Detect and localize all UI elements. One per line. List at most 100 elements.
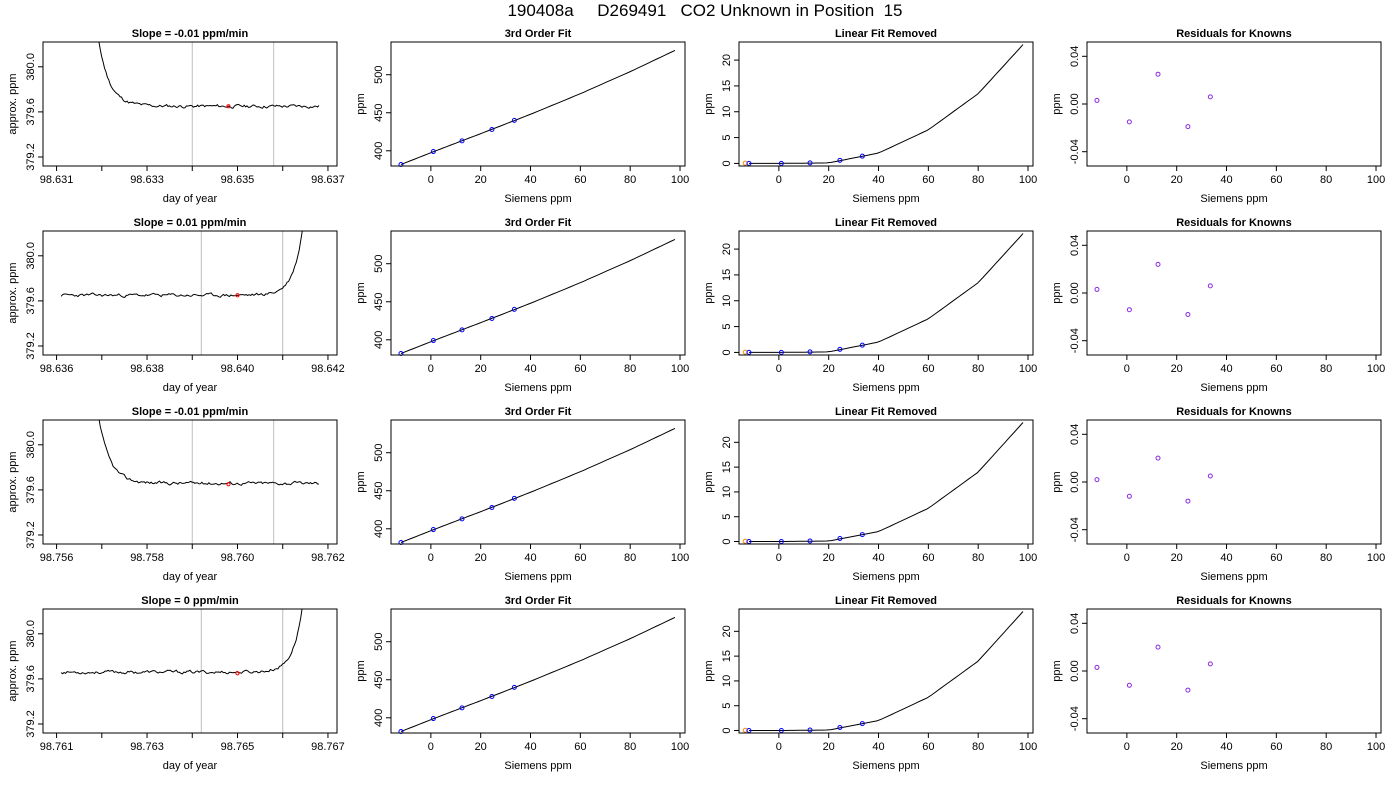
plot-title: Slope = -0.01 ppm/min [132, 28, 249, 40]
x-tick-label: 40 [1220, 552, 1232, 564]
x-axis-label: Siemens ppm [504, 382, 571, 394]
x-tick-label: 20 [823, 174, 835, 186]
x-tick-label: 20 [1171, 552, 1183, 564]
plot-frame [738, 41, 1034, 167]
y-tick-label: 379.2 [25, 143, 37, 171]
plot-frame [738, 230, 1034, 356]
y-tick-label: 379.6 [25, 476, 37, 504]
plot-frame [1086, 608, 1382, 734]
x-tick-label: 98.633 [130, 174, 164, 186]
y-tick-label: 0.00 [1069, 282, 1081, 303]
y-tick-label: 0.04 [1069, 613, 1081, 634]
y-axis-label: ppm [355, 282, 367, 303]
y-tick-label: 15 [721, 80, 733, 92]
y-tick-label: 20 [721, 243, 733, 255]
known-point [1094, 664, 1100, 670]
y-tick-label: -0.04 [1069, 706, 1081, 731]
y-tick-label: 20 [721, 436, 733, 448]
x-tick-label: 100 [1367, 363, 1385, 375]
x-tick-label: 60 [574, 741, 586, 753]
y-tick-label: -0.04 [1069, 328, 1081, 353]
y-axis-label: approx. ppm [7, 262, 19, 323]
plot-title: Linear Fit Removed [835, 28, 937, 40]
x-tick-label: 98.758 [130, 552, 164, 564]
x-tick-label: 60 [922, 552, 934, 564]
x-tick-label: 40 [872, 741, 884, 753]
known-point [859, 342, 865, 348]
plot-frame [390, 41, 686, 167]
y-tick-label: 5 [721, 514, 733, 520]
y-axis-label: approx. ppm [7, 73, 19, 134]
known-point [1155, 71, 1161, 77]
y-tick-label: 400 [373, 331, 385, 349]
x-tick-label: 98.760 [221, 552, 255, 564]
x-axis-label: Siemens ppm [1200, 382, 1267, 394]
x-tick-label: 80 [624, 552, 636, 564]
y-tick-label: 379.6 [25, 98, 37, 126]
x-tick-label: 98.638 [130, 363, 164, 375]
x-tick-label: 100 [1019, 174, 1037, 186]
known-point [489, 126, 495, 132]
x-tick-label: 80 [972, 363, 984, 375]
unknown-sample-point [226, 104, 231, 109]
known-point [1126, 493, 1132, 499]
known-point [489, 693, 495, 699]
known-point [837, 536, 843, 542]
unknown-sample-point [235, 671, 240, 676]
x-axis-label: Siemens ppm [852, 760, 919, 772]
x-tick-label: 60 [922, 741, 934, 753]
y-tick-label: 379.6 [25, 665, 37, 693]
known-point [1207, 473, 1213, 479]
y-tick-label: 0 [721, 727, 733, 733]
known-point [459, 516, 465, 522]
y-tick-label: 380.0 [25, 53, 37, 81]
y-tick-label: 15 [721, 269, 733, 281]
x-tick-label: 60 [1270, 741, 1282, 753]
x-tick-label: 98.756 [40, 552, 74, 564]
known-point [511, 684, 517, 690]
y-tick-label: 0 [721, 349, 733, 355]
x-tick-label: 98.763 [130, 741, 164, 753]
x-tick-label: 60 [922, 363, 934, 375]
x-tick-label: 80 [972, 741, 984, 753]
x-tick-label: 98.640 [221, 363, 255, 375]
y-axis-label: ppm [703, 471, 715, 492]
y-axis-label: ppm [703, 660, 715, 681]
y-tick-label: 5 [721, 135, 733, 141]
y-tick-label: -0.04 [1069, 517, 1081, 542]
x-tick-label: 0 [428, 552, 434, 564]
y-axis-label: ppm [1051, 93, 1063, 114]
y-tick-label: 15 [721, 461, 733, 473]
x-tick-label: 100 [1019, 363, 1037, 375]
x-tick-label: 80 [1320, 174, 1332, 186]
plot-title: 3rd Order Fit [505, 595, 572, 607]
y-tick-label: 10 [721, 486, 733, 498]
known-point [489, 315, 495, 321]
known-point [807, 160, 813, 166]
fit-curve [400, 49, 676, 165]
known-point [511, 306, 517, 312]
y-tick-label: 379.2 [25, 521, 37, 549]
x-axis-label: day of year [163, 382, 218, 394]
y-tick-label: 400 [373, 142, 385, 160]
x-tick-label: 0 [776, 363, 782, 375]
ppm-trace [98, 420, 320, 486]
known-point [807, 349, 813, 355]
x-tick-label: 80 [972, 552, 984, 564]
known-point [859, 721, 865, 727]
x-tick-label: 100 [671, 174, 689, 186]
plot-title: Slope = 0.01 ppm/min [134, 217, 247, 229]
x-tick-label: 80 [1320, 552, 1332, 564]
x-tick-label: 80 [624, 741, 636, 753]
plot-title: 3rd Order Fit [505, 217, 572, 229]
plot-frame [390, 419, 686, 545]
y-tick-label: 500 [373, 444, 385, 462]
ppm-trace [98, 42, 320, 109]
y-tick-label: 379.6 [25, 287, 37, 315]
x-tick-label: 98.765 [221, 741, 255, 753]
known-point [837, 346, 843, 352]
plot-title: Linear Fit Removed [835, 595, 937, 607]
y-tick-label: 400 [373, 709, 385, 727]
y-tick-label: 450 [373, 293, 385, 311]
x-tick-label: 0 [428, 363, 434, 375]
